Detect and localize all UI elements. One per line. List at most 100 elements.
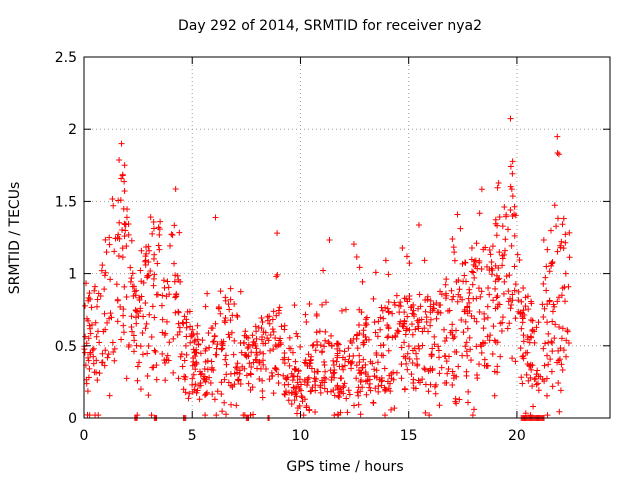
data-point	[243, 334, 250, 341]
data-point	[544, 352, 551, 359]
data-point	[306, 406, 313, 413]
data-point	[228, 329, 235, 336]
data-point	[134, 363, 141, 370]
data-point	[455, 291, 462, 298]
data-point	[154, 260, 161, 267]
data-point	[115, 197, 122, 204]
x-tick-label: 20	[508, 428, 526, 444]
data-point	[92, 412, 99, 419]
data-point	[464, 325, 471, 332]
data-point	[449, 296, 456, 303]
data-point	[238, 349, 245, 356]
data-point	[558, 238, 565, 245]
data-point	[94, 296, 101, 303]
data-point	[442, 281, 449, 288]
data-point	[371, 319, 378, 326]
data-point	[496, 275, 503, 282]
data-point	[171, 260, 178, 267]
data-point	[298, 381, 305, 388]
data-point	[275, 371, 282, 378]
data-point	[222, 294, 229, 301]
data-point	[480, 246, 487, 253]
data-point	[82, 302, 89, 309]
data-point	[118, 140, 125, 147]
data-point	[326, 340, 333, 347]
data-point	[494, 363, 501, 370]
data-point	[85, 335, 92, 342]
data-point	[153, 291, 160, 298]
data-point	[373, 367, 380, 374]
data-point	[325, 338, 332, 345]
data-point	[259, 319, 266, 326]
data-point	[391, 302, 398, 309]
data-point	[432, 390, 439, 397]
data-point	[269, 326, 276, 333]
data-point	[218, 379, 225, 386]
data-point	[426, 412, 433, 419]
data-point	[533, 381, 540, 388]
plot-frame	[83, 56, 611, 419]
data-point	[214, 341, 221, 348]
x-tick-label: 10	[292, 428, 310, 444]
data-point	[493, 232, 500, 239]
data-point	[402, 355, 409, 362]
data-point	[231, 337, 238, 344]
data-point	[273, 366, 280, 373]
data-point	[476, 309, 483, 316]
data-point	[425, 388, 432, 395]
data-point	[92, 319, 99, 326]
data-point	[495, 179, 502, 186]
data-point	[139, 329, 146, 336]
data-point	[286, 362, 293, 369]
data-point	[194, 336, 201, 343]
data-point	[286, 389, 293, 396]
data-point	[106, 234, 113, 241]
data-point	[321, 379, 328, 386]
data-point	[277, 339, 284, 346]
data-point	[177, 353, 184, 360]
data-point	[242, 328, 249, 335]
y-tick-label: 1.5	[55, 194, 77, 210]
data-point	[145, 392, 152, 399]
data-point	[107, 310, 114, 317]
data-point	[293, 390, 300, 397]
data-point	[267, 331, 274, 338]
data-point	[412, 326, 419, 333]
data-point	[221, 399, 228, 406]
data-point	[431, 333, 438, 340]
data-point	[305, 374, 312, 381]
data-point	[85, 354, 92, 361]
data-point	[478, 186, 485, 193]
data-point	[554, 133, 561, 140]
data-point	[528, 334, 535, 341]
data-point	[173, 293, 180, 300]
data-point	[289, 349, 296, 356]
data-point	[266, 376, 273, 383]
data-point	[490, 297, 497, 304]
data-point	[121, 178, 128, 185]
data-point	[421, 257, 428, 264]
data-point	[520, 338, 527, 345]
data-point	[148, 412, 155, 419]
data-point	[149, 230, 156, 237]
data-point	[159, 292, 166, 299]
data-point	[336, 394, 343, 401]
data-point	[427, 316, 434, 323]
data-point	[153, 376, 160, 383]
data-point	[322, 368, 329, 375]
data-point	[521, 311, 528, 318]
data-point	[281, 360, 288, 367]
data-point	[281, 381, 288, 388]
data-point	[301, 396, 308, 403]
data-point	[302, 311, 309, 318]
data-point	[469, 268, 476, 275]
data-point	[177, 278, 184, 285]
data-point	[103, 249, 110, 256]
data-point	[316, 328, 323, 335]
data-point	[427, 365, 434, 372]
data-point	[128, 313, 135, 320]
data-point	[176, 324, 183, 331]
data-point	[313, 329, 320, 336]
data-point	[542, 274, 549, 281]
